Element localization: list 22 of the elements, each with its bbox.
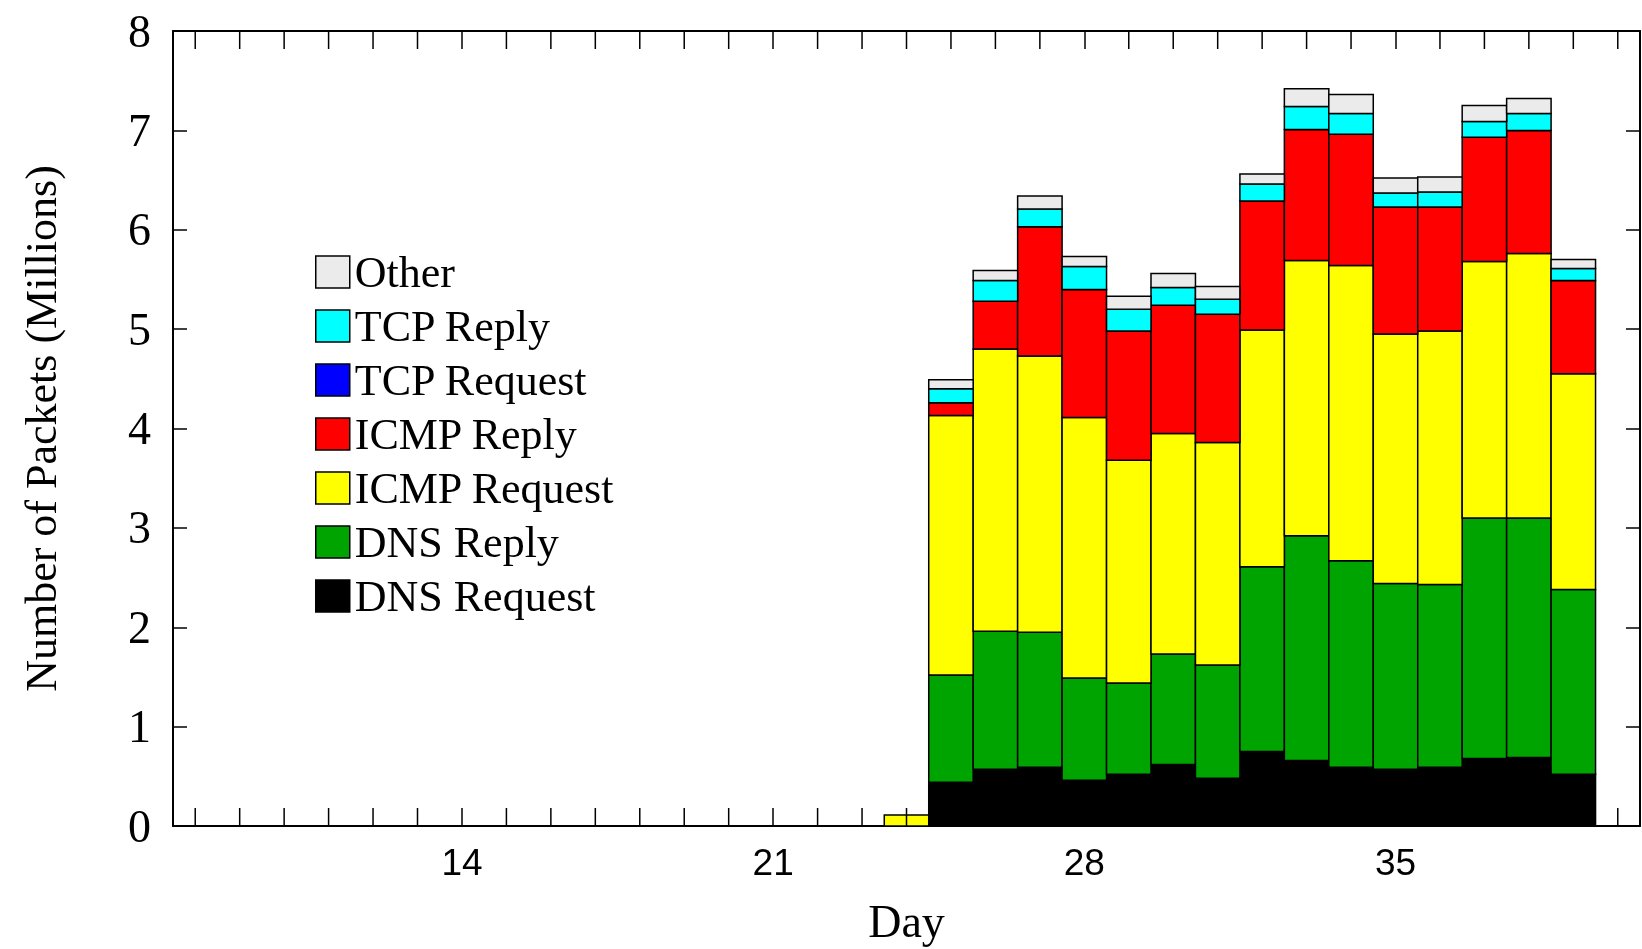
legend-label: ICMP Request <box>354 463 614 513</box>
y-tick-label: 0 <box>128 800 151 852</box>
y-tick-label: 7 <box>128 104 151 156</box>
y-tick-label: 3 <box>128 502 151 554</box>
legend-label: TCP Reply <box>354 301 550 351</box>
y-axis-title: Number of Packets (Millions) <box>16 165 66 692</box>
x-tick-label: 35 <box>1374 842 1417 883</box>
x-tick-label: 28 <box>1063 842 1105 883</box>
y-tick-label: 6 <box>128 204 151 256</box>
legend-label: DNS Request <box>354 571 596 621</box>
legend-label: TCP Request <box>354 355 587 405</box>
y-tick-label: 1 <box>128 701 151 753</box>
y-tick-label: 8 <box>128 5 151 57</box>
y-tick-label: 2 <box>128 601 151 653</box>
legend-label: DNS Reply <box>354 517 559 567</box>
y-tick-label: 4 <box>128 403 151 454</box>
x-axis-title: Day <box>868 895 945 947</box>
x-tick-label: 14 <box>441 842 483 883</box>
y-tick-label: 5 <box>128 303 151 355</box>
x-tick-label: 21 <box>752 842 794 883</box>
legend-label: Other <box>354 247 456 297</box>
legend-label: ICMP Reply <box>354 409 577 459</box>
